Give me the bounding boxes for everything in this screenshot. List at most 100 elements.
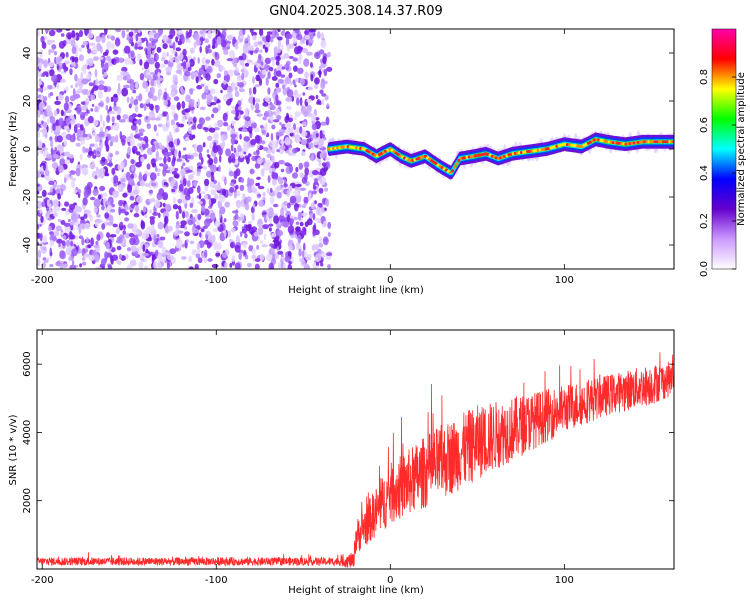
colorbar-tick-label: 0.8	[699, 69, 710, 85]
noise-speckle	[312, 185, 317, 190]
noise-speckle	[292, 37, 298, 44]
noise-speckle	[213, 142, 217, 151]
noise-speckle	[87, 244, 92, 249]
noise-speckle	[102, 192, 108, 198]
noise-speckle	[46, 85, 54, 90]
noise-speckle	[83, 66, 86, 75]
noise-speckle	[285, 38, 290, 46]
noise-speckle	[64, 60, 70, 65]
noise-speckle	[255, 74, 261, 82]
noise-speckle	[259, 124, 264, 129]
noise-speckle	[239, 59, 245, 66]
noise-speckle	[48, 203, 52, 211]
noise-speckle	[70, 175, 74, 181]
noise-speckle	[242, 193, 246, 200]
noise-speckle	[252, 203, 256, 209]
noise-speckle	[189, 47, 195, 54]
noise-speckle	[132, 89, 137, 94]
noise-speckle	[144, 265, 148, 269]
noise-speckle	[60, 188, 64, 196]
noise-speckle	[100, 61, 105, 69]
noise-speckle	[186, 154, 191, 159]
noise-speckle	[235, 168, 241, 177]
noise-speckle	[197, 257, 203, 264]
noise-speckle	[196, 248, 201, 254]
spectrogram-x-label: Height of straight line (km)	[288, 285, 424, 296]
noise-speckle	[148, 31, 154, 39]
noise-speckle	[201, 92, 207, 100]
noise-speckle	[73, 124, 78, 134]
noise-speckle	[191, 99, 195, 104]
noise-speckle	[178, 150, 182, 159]
noise-speckle	[294, 78, 299, 83]
noise-speckle	[54, 56, 57, 64]
noise-speckle	[93, 206, 98, 214]
noise-speckle	[212, 38, 216, 47]
noise-speckle	[301, 129, 306, 137]
noise-speckle	[266, 208, 270, 215]
noise-speckle	[190, 71, 195, 80]
noise-speckle	[87, 150, 95, 156]
noise-speckle	[102, 51, 109, 57]
noise-speckle	[156, 233, 160, 238]
noise-speckle	[270, 187, 273, 193]
noise-speckle	[184, 108, 191, 113]
noise-speckle	[137, 29, 141, 34]
spectrogram-ridge	[327, 130, 674, 180]
noise-speckle	[162, 168, 167, 177]
noise-speckle	[153, 260, 159, 269]
noise-speckle	[56, 83, 60, 90]
noise-speckle	[201, 56, 207, 65]
noise-speckle	[111, 58, 115, 64]
noise-speckle	[116, 226, 120, 235]
noise-speckle	[201, 64, 205, 70]
noise-speckle	[162, 192, 169, 201]
noise-speckle	[129, 259, 137, 267]
noise-speckle	[163, 156, 167, 165]
noise-speckle	[257, 227, 264, 236]
noise-speckle	[261, 69, 267, 75]
noise-speckle	[151, 145, 156, 153]
noise-speckle	[205, 59, 211, 64]
y-tick-label: 20	[22, 95, 33, 108]
noise-speckle	[154, 61, 160, 69]
noise-speckle	[240, 98, 244, 103]
noise-speckle	[229, 158, 233, 163]
noise-speckle	[285, 105, 292, 110]
noise-speckle	[109, 136, 116, 143]
noise-speckle	[224, 176, 227, 186]
noise-speckle	[82, 146, 86, 154]
noise-speckle	[148, 37, 154, 42]
noise-speckle	[243, 141, 248, 148]
noise-speckle	[85, 136, 90, 141]
noise-speckle	[47, 110, 53, 118]
noise-speckle	[63, 222, 71, 227]
noise-speckle	[192, 116, 197, 124]
noise-speckle	[188, 127, 193, 134]
noise-speckle	[188, 255, 193, 263]
noise-speckle	[69, 264, 77, 269]
noise-speckle	[87, 64, 90, 70]
noise-speckle	[137, 142, 143, 147]
noise-speckle	[136, 195, 143, 204]
noise-speckle	[320, 150, 328, 159]
x-tick-label: -100	[205, 275, 228, 286]
noise-speckle	[200, 191, 206, 195]
noise-speckle	[209, 142, 213, 150]
noise-speckle	[264, 57, 271, 65]
noise-speckle	[128, 31, 134, 37]
noise-speckle	[109, 214, 114, 224]
noise-speckle	[74, 56, 79, 64]
noise-speckle	[204, 85, 209, 94]
noise-speckle	[258, 185, 265, 190]
noise-speckle	[68, 203, 76, 210]
noise-speckle	[244, 62, 250, 67]
noise-speckle	[61, 131, 67, 140]
noise-speckle	[296, 45, 303, 54]
noise-speckle	[218, 194, 226, 203]
noise-speckle	[42, 121, 48, 129]
noise-speckle	[288, 244, 294, 251]
noise-speckle	[111, 254, 118, 261]
noise-speckle	[81, 78, 89, 85]
noise-speckle	[294, 126, 301, 134]
